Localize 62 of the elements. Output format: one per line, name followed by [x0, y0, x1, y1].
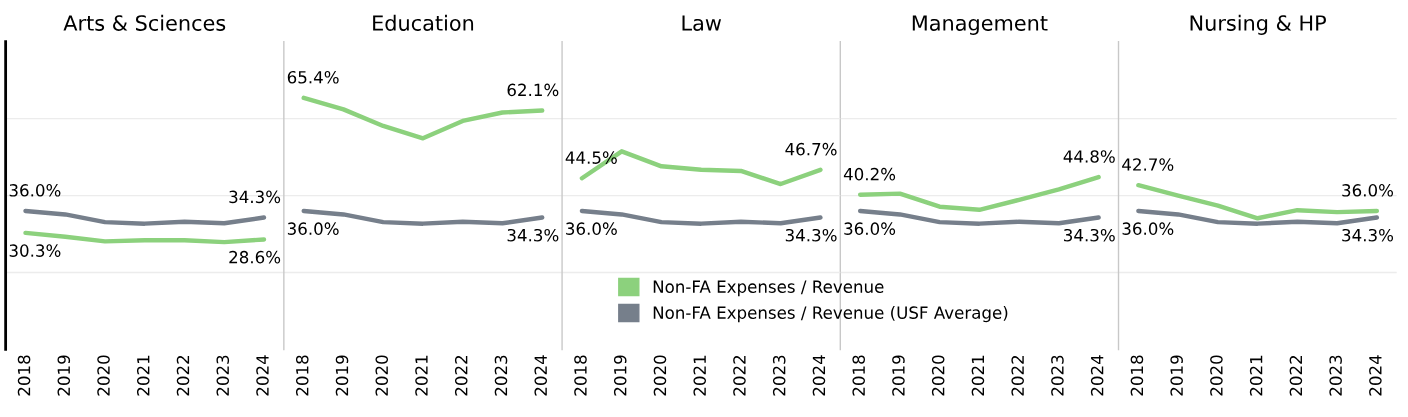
x-tick-label: 2024: [256, 355, 269, 396]
x-tick-label: 2021: [415, 355, 428, 396]
data-label: 46.7%: [785, 142, 837, 156]
chart-title: Arts & Sciences: [63, 14, 226, 31]
x-tick-label: 2023: [772, 355, 786, 396]
chart-title: Law: [682, 15, 722, 31]
data-label: 42.7%: [1122, 158, 1174, 171]
x-tick-label: 2018: [1130, 355, 1144, 396]
x-tick-label: 2022: [1011, 355, 1024, 396]
data-label: 34.3%: [785, 228, 837, 242]
data-label: 40.2%: [843, 167, 896, 181]
data-label: 36.0%: [9, 184, 61, 197]
x-tick-label: 2023: [494, 355, 508, 396]
x-tick-label: 2024: [534, 355, 548, 396]
legend-label: Non-FA Expenses / Revenue: [653, 280, 884, 297]
x-tick-label: 2023: [216, 355, 230, 396]
x-tick-label: 2020: [653, 355, 667, 396]
x-tick-label: 2024: [1369, 355, 1382, 396]
x-tick-label: 2020: [375, 355, 389, 396]
x-tick-label: 2020: [97, 355, 110, 396]
x-tick-label: 2018: [574, 355, 587, 396]
data-label: 36.0%: [1122, 222, 1174, 235]
x-tick-label: 2023: [1329, 355, 1342, 396]
x-tick-label: 2022: [176, 355, 190, 396]
x-tick-label: 2019: [613, 355, 627, 396]
x-tick-label: 2021: [1249, 355, 1263, 396]
x-tick-label: 2023: [1051, 355, 1064, 396]
data-label: 65.4%: [287, 70, 339, 84]
x-tick-label: 2021: [136, 355, 150, 396]
x-tick-label: 2019: [57, 355, 71, 396]
legend-label: Non-FA Expenses / Revenue (USF Average): [653, 306, 1008, 323]
x-tick-label: 2024: [812, 355, 826, 396]
x-tick-label: 2018: [295, 355, 309, 396]
x-tick-label: 2018: [17, 355, 31, 396]
data-label: 36.0%: [1342, 184, 1394, 197]
data-label: 34.3%: [229, 190, 281, 204]
data-label: 36.0%: [844, 222, 896, 235]
x-tick-label: 2020: [1210, 355, 1223, 396]
data-label: 44.8%: [1063, 150, 1115, 163]
chart-title: Education: [373, 14, 474, 31]
x-tick-label: 2018: [852, 355, 865, 396]
x-tick-label: 2022: [454, 355, 468, 396]
data-label: 36.0%: [287, 222, 339, 235]
data-label: 36.0%: [566, 222, 617, 235]
x-tick-label: 2024: [1090, 355, 1104, 396]
x-tick-label: 2019: [892, 355, 905, 396]
x-tick-label: 2022: [1289, 355, 1303, 396]
x-tick-label: 2019: [1170, 355, 1183, 396]
data-label: 44.5%: [565, 151, 617, 164]
data-label: 34.3%: [507, 228, 559, 242]
chart-title: Management: [912, 15, 1048, 35]
data-label: 62.1%: [507, 83, 559, 97]
data-label: 34.3%: [1342, 228, 1394, 242]
data-label: 34.3%: [1064, 228, 1115, 242]
x-tick-label: 2020: [931, 355, 945, 396]
x-tick-label: 2022: [733, 355, 746, 396]
data-label: 28.6%: [229, 250, 281, 264]
x-tick-label: 2019: [335, 355, 349, 396]
chart-title: Nursing & HP: [1190, 14, 1326, 35]
x-tick-label: 2021: [693, 355, 707, 396]
x-tick-label: 2021: [971, 355, 985, 396]
data-label: 30.3%: [9, 244, 61, 257]
